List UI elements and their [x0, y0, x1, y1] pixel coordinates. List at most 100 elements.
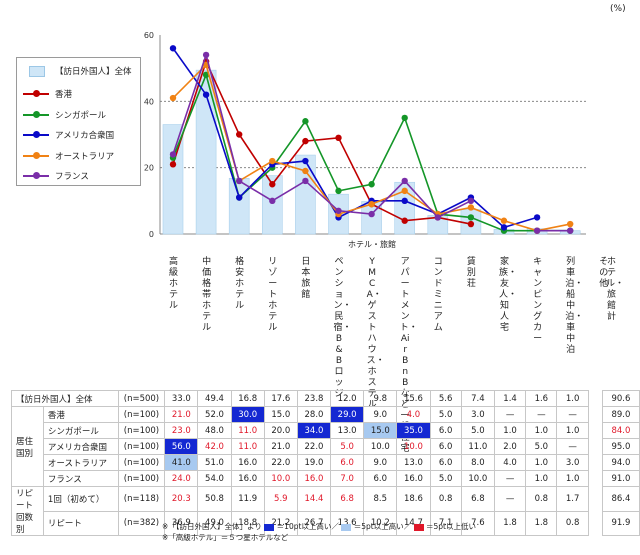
note-light-text: ＝5pt以上高い: [353, 522, 404, 531]
value-cell: 6.0: [363, 470, 398, 487]
legend-item: フランス: [23, 169, 89, 183]
value-cell: 12.0: [330, 390, 365, 407]
series-point: [567, 220, 574, 228]
note-red-text: ＝5pt以上低い: [425, 522, 476, 531]
bar-all: [295, 154, 316, 235]
value-cell: 50.8: [197, 486, 232, 512]
value-cell: 10.0: [263, 470, 298, 487]
legend-dot: [33, 90, 40, 97]
series-point: [335, 134, 342, 142]
bar-all: [162, 124, 184, 235]
notes-prefix: ※「【訪日外国人】全体」より: [162, 522, 262, 531]
spacer-cell: [588, 439, 602, 455]
legend-item-all: 【訪日外国人】全体: [23, 64, 132, 78]
series-point: [302, 177, 309, 185]
legend-line-swatch: [23, 172, 49, 179]
legend-item: アメリカ合衆国: [23, 128, 114, 142]
value-cell: 3.0: [556, 454, 589, 471]
category-label: 列車泊・船中泊・車中泊: [565, 257, 584, 355]
series-point: [434, 214, 441, 221]
value-cell: 18.8: [230, 510, 265, 536]
legend-dot: [33, 172, 40, 179]
legend-item: 香港: [23, 87, 72, 101]
legend-dot: [33, 110, 40, 118]
value-cell: 5.9: [263, 486, 298, 512]
value-cell: 1.8: [525, 510, 558, 536]
value-cell: —: [556, 438, 589, 455]
series-point: [467, 197, 475, 205]
value-cell: 17.6: [263, 390, 298, 407]
row-label: フランス: [42, 470, 119, 487]
table-row: シンガポール (n=100) 23.0 48.0 11.0 20.0 34.0 13.0 15.…: [12, 422, 640, 439]
value-cell: 15.0: [263, 406, 298, 423]
legend-line-swatch: [23, 90, 49, 97]
value-cell: 18.6: [396, 486, 431, 512]
value-cell: 15.0: [363, 422, 398, 439]
value-cell: 11.0: [230, 438, 265, 455]
row-label: リピート: [42, 510, 119, 536]
value-cell: 14.7: [396, 510, 431, 536]
value-cell: 23.0: [164, 422, 199, 439]
bar-all: [228, 177, 250, 235]
category-label: 高級ホテル: [168, 257, 178, 311]
table-row: 居住国別 香港 (n=100) 21.0 52.0 30.0 15.0 28.0 29.0 9.0…: [11, 406, 640, 487]
value-cell: 6.0: [330, 454, 365, 471]
value-cell: 20.0: [263, 422, 298, 439]
line-bar-chart: 0 20 40 60: [144, 31, 586, 239]
note-swatch-light: [341, 523, 352, 531]
value-cell: 33.0: [164, 390, 199, 407]
table-row: リピート 回数別 1回（初めて） (n=118) 20.3 50.8 11.9 5.9 14.…: [11, 486, 640, 536]
sample-size: (n=100): [117, 454, 166, 471]
value-cell: 6.0: [429, 422, 462, 439]
value-cell: 5.0: [525, 438, 558, 455]
value-cell: 42.0: [197, 438, 232, 455]
spacer-cell: [588, 511, 602, 536]
legend-label-all: 【訪日外国人】全体: [55, 67, 132, 77]
value-cell: —: [493, 470, 527, 487]
value-cell: 11.0: [230, 422, 265, 439]
value-cell: 6.0: [429, 454, 462, 471]
value-cell: 89.0: [601, 406, 640, 423]
series-point: [169, 94, 177, 102]
category-label: 中価格帯ホテル: [202, 257, 212, 333]
category-label: その他: [599, 257, 609, 289]
series-point: [302, 167, 309, 175]
value-cell: 22.0: [263, 454, 298, 471]
value-cell: 23.8: [296, 390, 332, 407]
table-row: フランス (n=100) 24.0 54.0 16.0 10.0 16.0 7.0 6.0 16.…: [12, 470, 640, 487]
series-point: [533, 214, 541, 221]
series-point: [269, 197, 276, 205]
series-point: [368, 210, 375, 218]
value-cell: 1.4: [493, 390, 527, 407]
value-cell: 26.7: [296, 510, 332, 536]
value-cell: 7.6: [460, 510, 495, 536]
total-header: ホテル・旅館計: [606, 257, 625, 322]
value-cell: 28.0: [296, 406, 332, 423]
row-label: 1回（初めて）: [42, 486, 119, 512]
value-cell: 24.0: [164, 470, 199, 487]
series-point: [533, 227, 541, 234]
series-point: [302, 137, 309, 145]
category-group-header: ホテル・旅館: [348, 240, 396, 249]
value-cell: 5.6: [429, 390, 462, 407]
value-cell: 11.0: [460, 438, 495, 455]
value-cell: 7.4: [460, 390, 495, 407]
spacer-cell: [588, 455, 602, 471]
value-cell: 1.0: [556, 422, 589, 439]
legend-item: オーストラリア: [23, 149, 114, 163]
y-tick-label: 0: [149, 230, 154, 239]
value-cell: 1.6: [525, 390, 558, 407]
series-point: [302, 157, 309, 165]
note-dark-text: ＝10pt以上高い: [276, 522, 332, 531]
value-cell: 5.0: [429, 406, 462, 423]
legend-bar-swatch: [29, 65, 45, 77]
value-cell: 2.0: [493, 438, 527, 455]
series-point: [236, 177, 243, 185]
series-point: [335, 207, 342, 214]
series-point: [500, 224, 508, 231]
spacer-cell: [588, 487, 602, 512]
chart-legend: 【訪日外国人】全体 香港 シンガポール アメリカ合衆国 オーストラリア フランス: [16, 57, 141, 186]
value-cell: 16.0: [296, 470, 332, 487]
value-cell: 1.0: [525, 470, 558, 487]
series-point: [401, 177, 408, 185]
